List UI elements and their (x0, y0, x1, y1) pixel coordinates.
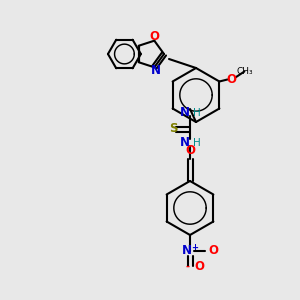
Text: O: O (185, 144, 195, 157)
Text: S: S (169, 122, 177, 136)
Text: N: N (182, 244, 192, 257)
Text: N: N (180, 106, 190, 119)
Text: H: H (193, 108, 201, 118)
Text: O: O (226, 73, 236, 86)
Text: +: + (191, 242, 199, 251)
Text: CH₃: CH₃ (236, 67, 253, 76)
Text: O: O (194, 260, 204, 272)
Text: -: - (185, 262, 189, 272)
Text: N: N (151, 64, 161, 77)
Text: H: H (193, 138, 201, 148)
Text: N: N (180, 136, 190, 149)
Text: O: O (208, 244, 218, 257)
Text: O: O (149, 30, 159, 43)
